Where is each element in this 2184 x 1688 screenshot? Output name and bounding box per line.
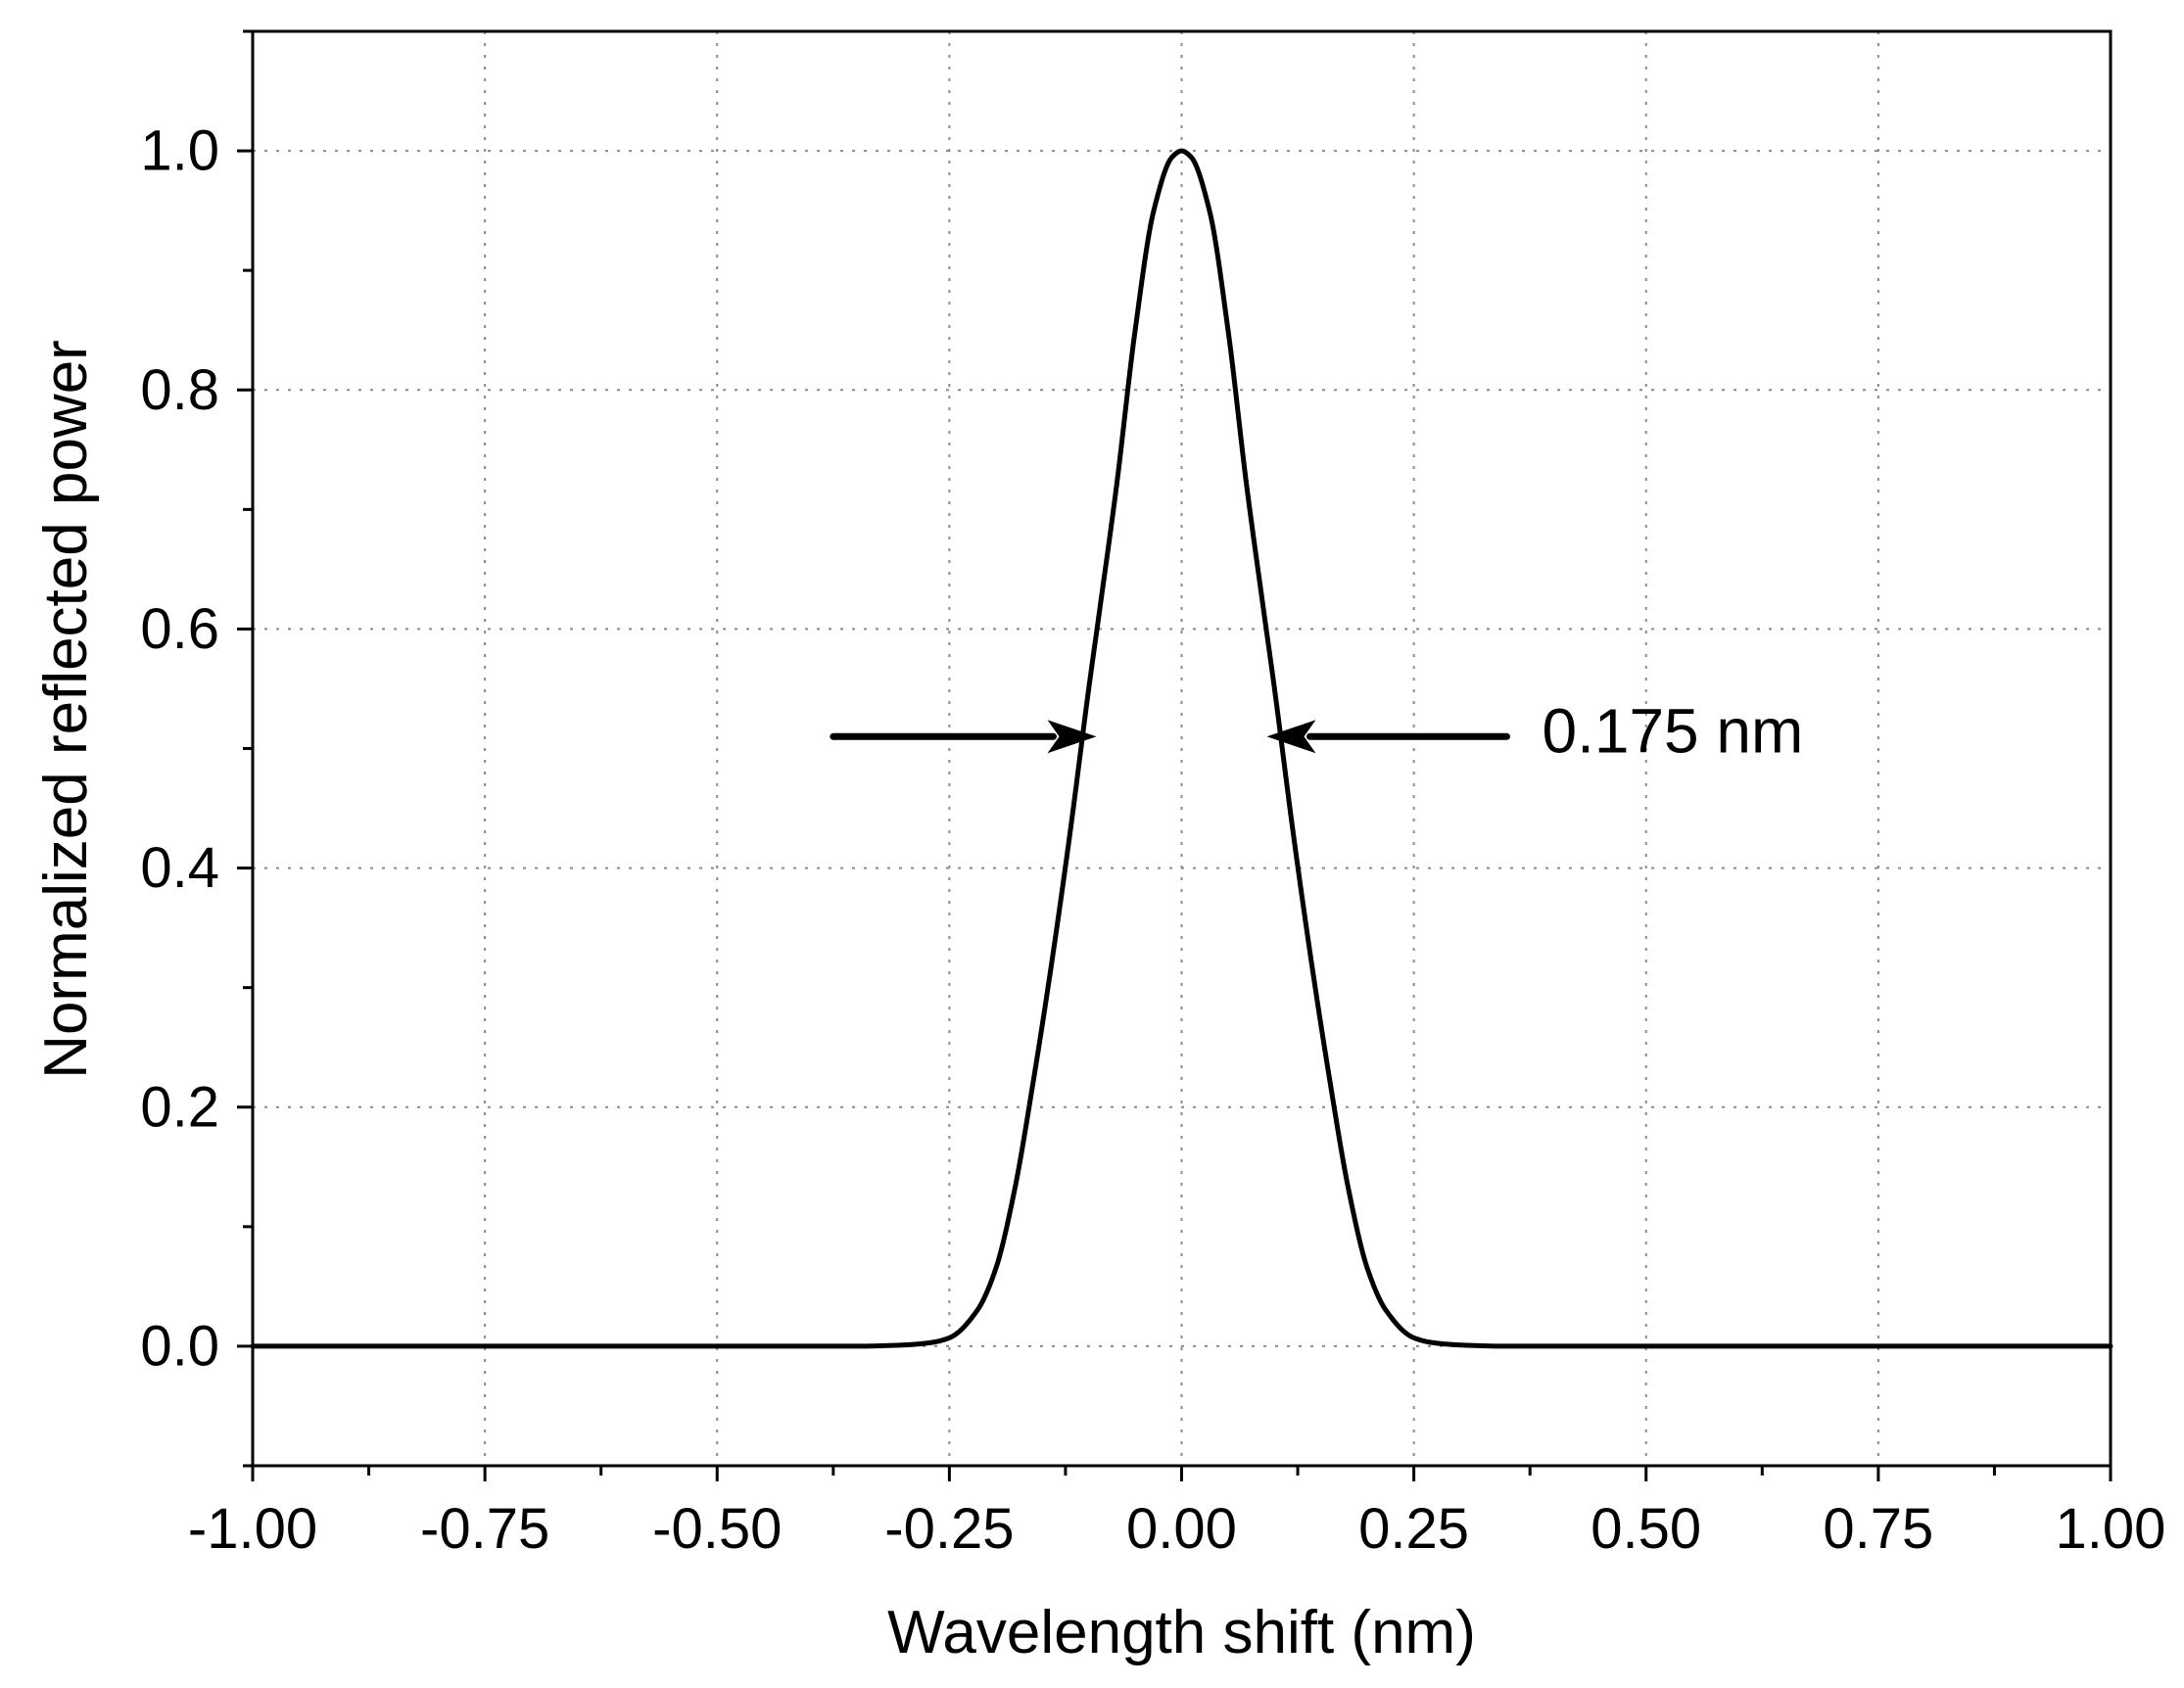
x-tick-label: 1.00 — [2056, 1497, 2166, 1561]
x-tick-label: -0.50 — [652, 1497, 782, 1561]
x-tick-label: -1.00 — [188, 1497, 317, 1561]
series-layer — [250, 148, 2113, 1349]
fwhm-right-arrowhead — [1266, 720, 1316, 754]
y-tick-label: 0.0 — [140, 1314, 219, 1378]
y-tick-label: 1.0 — [140, 119, 219, 183]
y-tick-label: 0.4 — [140, 836, 219, 900]
axis-ticks — [237, 29, 2113, 1481]
grid-lines — [253, 31, 2111, 1466]
x-tick-label: 0.50 — [1591, 1497, 1701, 1561]
x-tick-label: -0.25 — [884, 1497, 1014, 1561]
series-line — [250, 148, 2113, 1349]
y-tick-label: 0.6 — [140, 597, 219, 661]
x-tick-label: 0.25 — [1358, 1497, 1469, 1561]
tick-labels: -1.00 -0.75 -0.50 -0.25 0.00 0.25 0.50 0.75 1.00… — [140, 119, 2165, 1561]
fwhm-annotation-label: 0.175 nm — [1542, 695, 1803, 766]
annotation-layer: 0.175 nm — [830, 695, 1803, 766]
y-tick-label: 0.8 — [140, 358, 219, 422]
x-tick-label: 0.75 — [1823, 1497, 1933, 1561]
x-tick-label: 0.00 — [1126, 1497, 1237, 1561]
y-tick-label: 0.2 — [140, 1075, 219, 1139]
fwhm-left-arrowhead — [1047, 720, 1097, 754]
x-axis-title: Wavelength shift (nm) — [887, 1599, 1476, 1666]
x-tick-label: -0.75 — [420, 1497, 549, 1561]
y-axis-title: Normalized reflected power — [32, 340, 100, 1079]
